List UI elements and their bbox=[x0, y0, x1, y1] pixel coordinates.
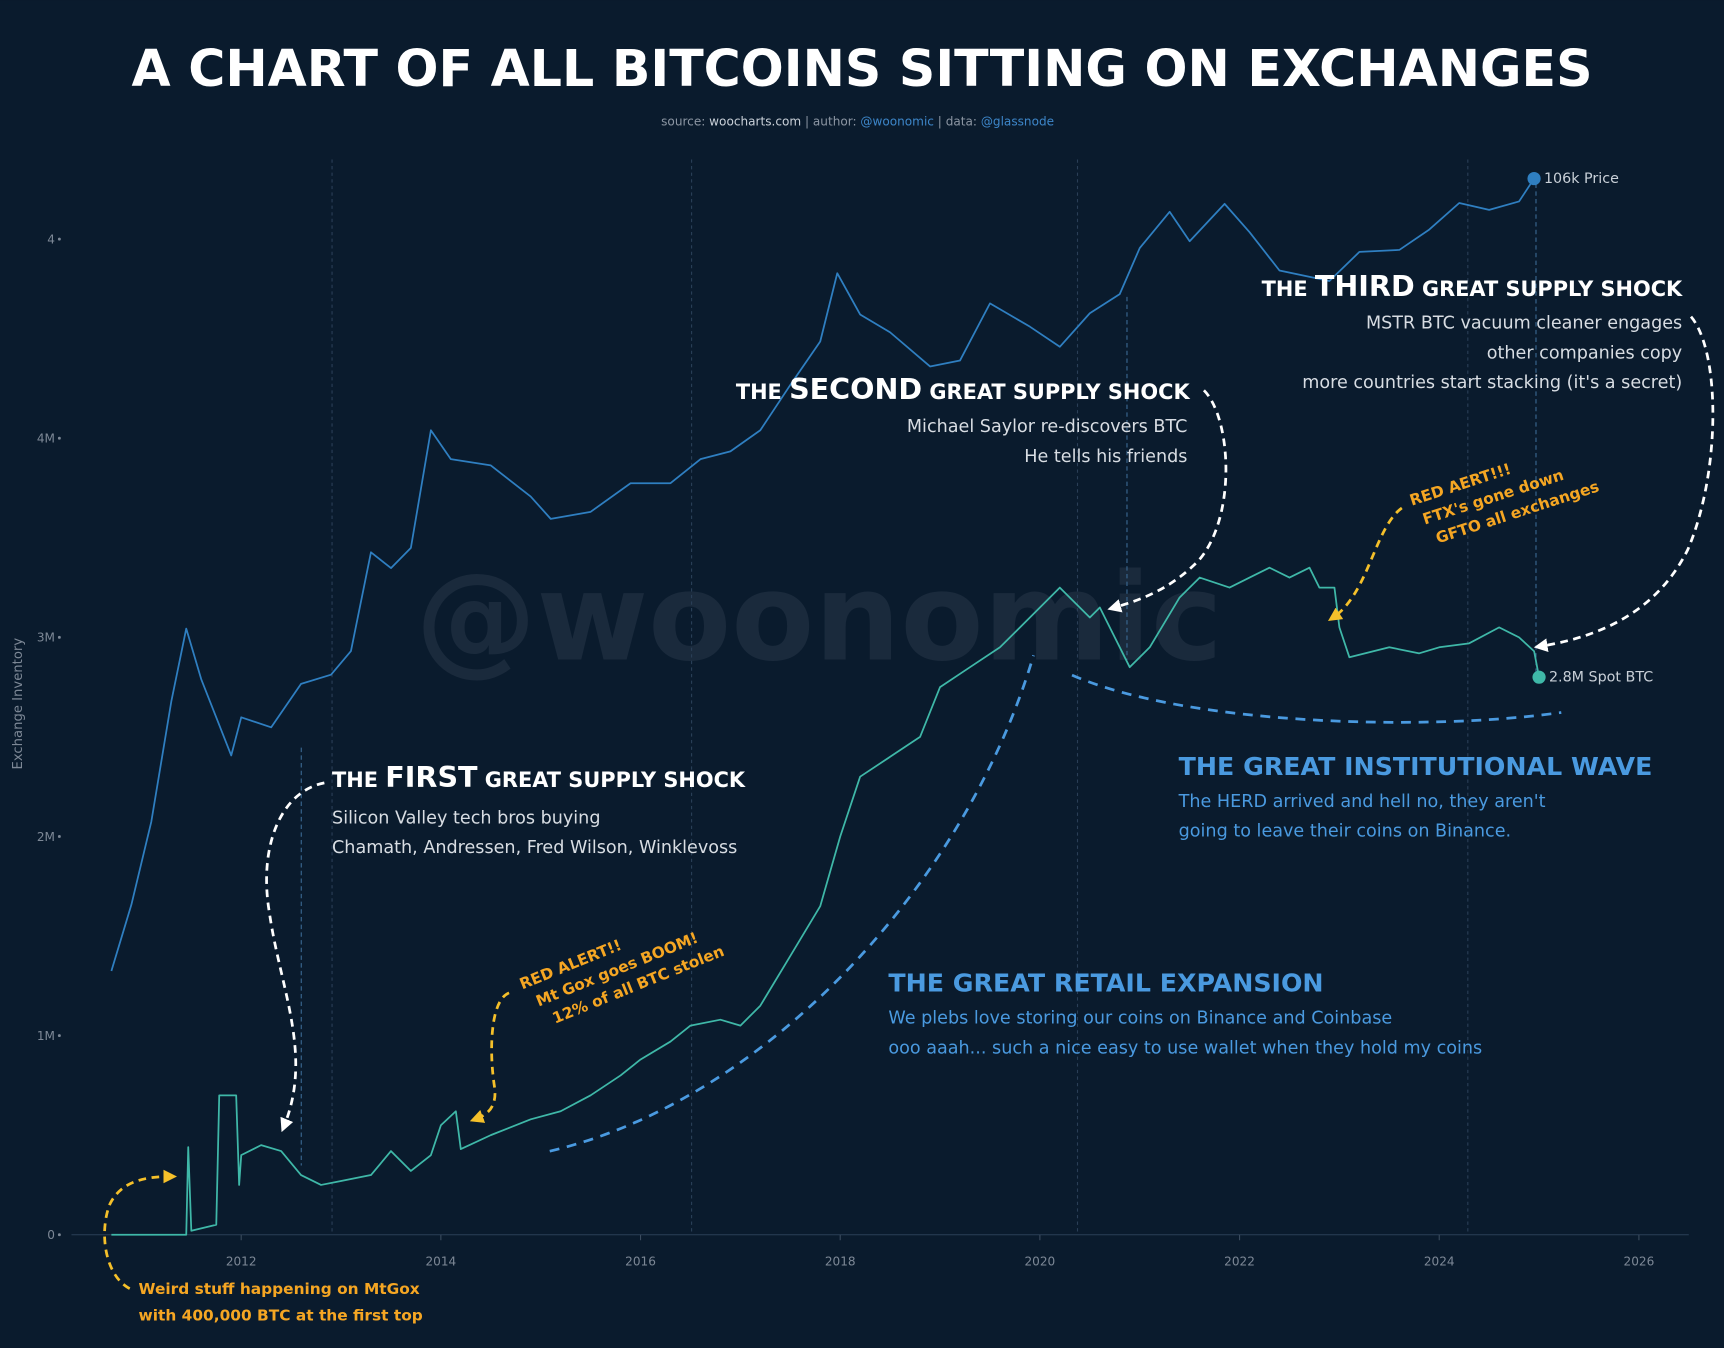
series-line bbox=[111, 566, 1540, 1236]
x-tick-label: 2018 bbox=[825, 1255, 856, 1269]
y-tick-mark bbox=[57, 1233, 61, 1237]
watermark: @woonomic bbox=[416, 548, 1223, 689]
x-tick-label: 2016 bbox=[625, 1255, 656, 1269]
subtitle: source: woocharts.com | author: @woonomi… bbox=[661, 114, 1054, 128]
x-tick-label: 2024 bbox=[1424, 1255, 1455, 1269]
wave-curve bbox=[1071, 673, 1562, 724]
note-line: Weird stuff happening on MtGox bbox=[139, 1280, 420, 1298]
wave-line: ooo aaah... such a nice easy to use wall… bbox=[888, 1038, 1482, 1058]
y-tick-mark bbox=[57, 835, 61, 838]
annotation-line: Michael Saylor re-discovers BTC bbox=[907, 417, 1188, 437]
chart-title: A CHART OF ALL BITCOINS SITTING ON EXCHA… bbox=[132, 39, 1593, 98]
arrow bbox=[265, 781, 325, 1133]
subtitle-part: | author: bbox=[801, 114, 860, 128]
annotation-line: He tells his friends bbox=[1024, 447, 1187, 467]
x-tick-label: 2014 bbox=[425, 1255, 456, 1269]
y-tick-label: 3M bbox=[37, 631, 55, 645]
wave-curve bbox=[549, 654, 1035, 1153]
x-tick-label: 2022 bbox=[1224, 1255, 1255, 1269]
annotation-title-part: GREAT SUPPLY SHOCK bbox=[922, 380, 1190, 404]
y-tick-label: 1M bbox=[37, 1029, 55, 1043]
annotation-title-part: FIRST bbox=[385, 760, 478, 794]
annotation-title: THE SECOND GREAT SUPPLY SHOCK bbox=[736, 372, 1191, 406]
x-tick-label: 2012 bbox=[226, 1255, 257, 1269]
guide-lines bbox=[331, 159, 1469, 1235]
y-tick-label: 0 bbox=[47, 1228, 55, 1242]
y-tick-mark bbox=[57, 237, 61, 241]
wave-title: THE GREAT INSTITUTIONAL WAVE bbox=[1179, 752, 1653, 781]
y-axis-label: Exchange Inventory bbox=[11, 638, 26, 770]
annotation-title-part: GREAT SUPPLY SHOCK bbox=[1415, 277, 1683, 301]
subtitle-part: | data: bbox=[934, 114, 981, 128]
y-tick-label: 4 bbox=[47, 232, 55, 246]
y-tick-label: 4M bbox=[37, 432, 55, 446]
annotation-title: THE THIRD GREAT SUPPLY SHOCK bbox=[1262, 269, 1683, 303]
x-tick-label: 2020 bbox=[1025, 1255, 1056, 1269]
annotations: THE FIRST GREAT SUPPLY SHOCK Silicon Val… bbox=[139, 269, 1683, 1325]
plot: 0 1M 2M 3M 4M 4 2012 2014 2016 2018 2020 2022 2024 20… bbox=[37, 171, 1654, 1269]
annotation-line: more countries start stacking (it's a se… bbox=[1302, 373, 1682, 393]
event-lines bbox=[300, 175, 1537, 1166]
subtitle-part: @woonomic bbox=[860, 114, 934, 128]
annotation-line: Silicon Valley tech bros buying bbox=[332, 809, 600, 829]
end-label: 2.8M Spot BTC bbox=[1549, 670, 1653, 686]
subtitle-part: @glassnode bbox=[981, 114, 1054, 128]
y-tick-mark bbox=[57, 1034, 61, 1038]
y-tick-mark bbox=[57, 436, 61, 440]
annotation-title-part: THE bbox=[736, 380, 789, 404]
annotation-title-part: THE bbox=[1262, 277, 1315, 301]
end-label: 106k Price bbox=[1544, 171, 1619, 187]
arrow bbox=[103, 1169, 178, 1290]
annotation-line: Chamath, Andressen, Fred Wilson, Winklev… bbox=[332, 838, 737, 858]
annotation-title: THE FIRST GREAT SUPPLY SHOCK bbox=[332, 760, 746, 794]
end-marker bbox=[1532, 670, 1546, 684]
annotation-title-part: THE bbox=[332, 768, 385, 792]
subtitle-part: woocharts.com bbox=[709, 114, 801, 128]
subtitle-part: source: bbox=[661, 114, 709, 128]
wave-line: going to leave their coins on Binance. bbox=[1179, 822, 1511, 842]
note-line: with 400,000 BTC at the first top bbox=[139, 1307, 423, 1325]
wave-line: The HERD arrived and hell no, they aren'… bbox=[1178, 792, 1546, 812]
series-line bbox=[110, 178, 1535, 972]
x-tick-label: 2026 bbox=[1624, 1255, 1655, 1269]
annotation-title-part: SECOND bbox=[789, 372, 922, 406]
arrows bbox=[103, 315, 1715, 1290]
y-tick-label: 2M bbox=[37, 830, 55, 844]
wave-line: We plebs love storing our coins on Binan… bbox=[888, 1009, 1392, 1029]
annotation-title-part: THIRD bbox=[1315, 269, 1415, 303]
arrow bbox=[1533, 315, 1715, 652]
background-layer: @woonomic bbox=[71, 159, 1689, 1236]
y-tick-mark bbox=[57, 635, 61, 639]
wave-title: THE GREAT RETAIL EXPANSION bbox=[888, 969, 1323, 998]
annotation-line: other companies copy bbox=[1487, 343, 1682, 363]
annotation-title-part: GREAT SUPPLY SHOCK bbox=[478, 768, 746, 792]
arrow bbox=[469, 991, 510, 1123]
end-marker bbox=[1527, 171, 1541, 186]
annotation-line: MSTR BTC vacuum cleaner engages bbox=[1366, 314, 1682, 334]
